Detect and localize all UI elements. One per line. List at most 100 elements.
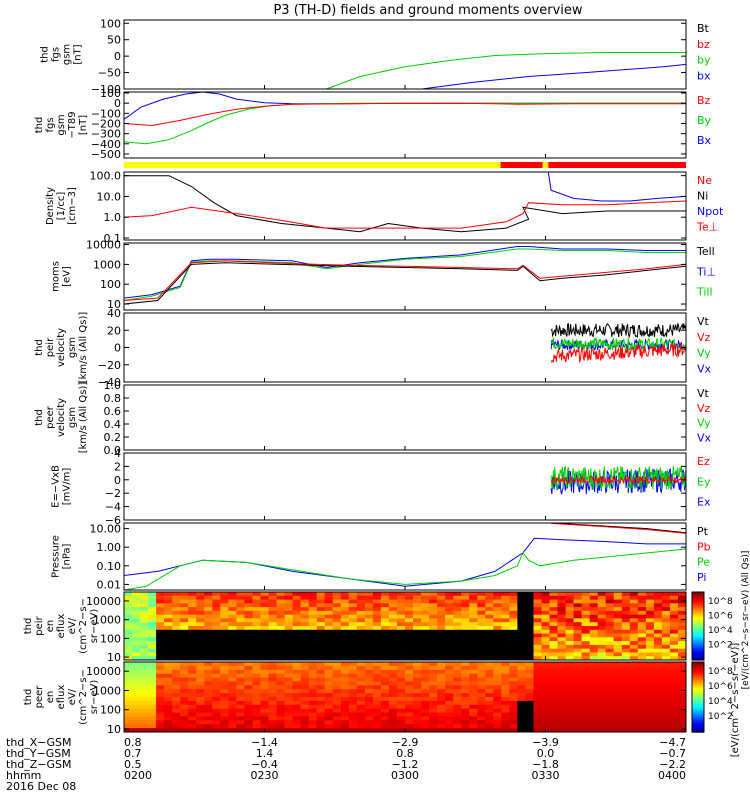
heatmap-cell xyxy=(388,641,398,646)
heatmap-cell xyxy=(565,648,575,654)
heatmap-cell xyxy=(669,656,679,660)
heatmap-cell xyxy=(164,716,173,721)
heatmap-cell xyxy=(180,689,189,694)
heatmap-cell xyxy=(220,637,229,642)
heatmap-cell xyxy=(196,618,205,623)
heatmap-cell xyxy=(469,662,478,667)
heatmap-cell xyxy=(421,603,430,608)
heatmap-cell xyxy=(164,603,173,608)
heatmap-cell xyxy=(581,693,591,698)
colorbar-cell xyxy=(692,718,704,721)
heatmap-cell xyxy=(678,599,686,604)
heatmap-cell xyxy=(461,607,470,612)
colorbar-cell xyxy=(692,654,704,658)
heatmap-cell xyxy=(124,595,133,601)
heatmap-cell xyxy=(180,697,189,702)
heatmap-cell xyxy=(308,637,318,642)
heatmap-cell xyxy=(276,652,286,657)
heatmap-cell xyxy=(140,716,149,721)
heatmap-cell xyxy=(156,622,165,627)
heatmap-cell xyxy=(557,662,567,667)
heatmap-cell xyxy=(332,618,342,623)
heatmap-cell xyxy=(268,599,278,604)
heatmap-cell xyxy=(196,720,205,725)
heatmap-cell xyxy=(429,607,438,612)
heatmap-cell xyxy=(589,648,599,654)
heatmap-cell xyxy=(573,656,583,660)
heatmap-cell xyxy=(380,720,390,725)
heatmap-cell xyxy=(453,669,462,675)
heatmap-cell xyxy=(517,728,526,732)
heatmap-cell xyxy=(621,716,631,721)
heatmap-cell xyxy=(324,697,334,702)
heatmap-cell xyxy=(453,724,462,729)
heatmap-cell xyxy=(260,614,270,620)
heatmap-cell xyxy=(124,656,133,660)
heatmap-cell xyxy=(549,708,559,714)
heatmap-cell xyxy=(453,693,462,698)
heatmap-cell xyxy=(188,618,197,623)
heatmap-cell xyxy=(661,648,671,654)
heatmap-cell xyxy=(332,704,342,710)
heatmap-cell xyxy=(316,685,326,690)
heatmap-cell xyxy=(605,720,615,725)
heatmap-cell xyxy=(437,681,446,686)
heatmap-cell xyxy=(405,693,414,698)
heatmap-cell xyxy=(589,603,599,608)
heatmap-cell xyxy=(292,595,302,601)
heatmap-cell xyxy=(573,685,583,690)
heatmap-cell xyxy=(236,704,245,710)
heatmap-cell xyxy=(493,704,502,710)
heatmap-cell xyxy=(445,629,454,635)
heatmap-cell xyxy=(549,603,559,608)
y-tick-label: 10000 xyxy=(86,665,121,678)
colorbar-cell xyxy=(692,627,704,630)
heatmap-cell xyxy=(204,673,213,679)
heatmap-cell xyxy=(300,662,310,667)
heatmap-cell xyxy=(629,622,639,627)
heatmap-cell xyxy=(445,618,454,623)
heatmap-cell xyxy=(541,626,551,631)
heatmap-cell xyxy=(549,592,559,597)
heatmap-cell xyxy=(260,677,270,683)
heatmap-cell xyxy=(477,656,486,660)
heatmap-cell xyxy=(461,622,470,627)
heatmap-cell xyxy=(597,595,607,601)
heatmap-cell xyxy=(501,592,510,597)
heatmap-cell xyxy=(236,700,245,706)
heatmap-cell xyxy=(645,704,655,710)
heatmap-cell xyxy=(268,592,278,597)
heatmap-cell xyxy=(252,622,262,627)
heatmap-cell xyxy=(525,685,534,690)
y-tick-label: 100.0 xyxy=(90,170,122,183)
heatmap-cell xyxy=(653,614,663,620)
heatmap-cell xyxy=(605,607,615,612)
heatmap-cell xyxy=(220,614,229,620)
footer-value: −0.4 xyxy=(251,758,278,771)
heatmap-cell xyxy=(669,607,679,612)
heatmap-cell xyxy=(220,724,229,729)
heatmap-cell xyxy=(276,610,286,616)
heatmap-cell xyxy=(356,693,366,698)
heatmap-cell xyxy=(188,700,197,706)
heatmap-cell xyxy=(316,626,326,631)
heatmap-cell xyxy=(316,607,326,612)
heatmap-cell xyxy=(332,599,342,604)
heatmap-cell xyxy=(348,669,358,675)
heatmap-cell xyxy=(244,697,253,702)
heatmap-cell xyxy=(557,681,567,686)
heatmap-cell xyxy=(348,637,358,642)
heatmap-cell xyxy=(437,704,446,710)
heatmap-cell xyxy=(164,704,173,710)
heatmap-cell xyxy=(220,681,229,686)
heatmap-cell xyxy=(332,720,342,725)
heatmap-cell xyxy=(284,603,294,608)
heatmap-cell xyxy=(421,641,430,646)
heatmap-cell xyxy=(613,633,623,638)
heatmap-cell xyxy=(678,708,686,714)
heatmap-cell xyxy=(132,633,141,638)
heatmap-cell xyxy=(148,704,157,710)
heatmap-cell xyxy=(132,626,141,631)
heatmap-cell xyxy=(669,599,679,604)
heatmap-cell xyxy=(388,685,398,690)
